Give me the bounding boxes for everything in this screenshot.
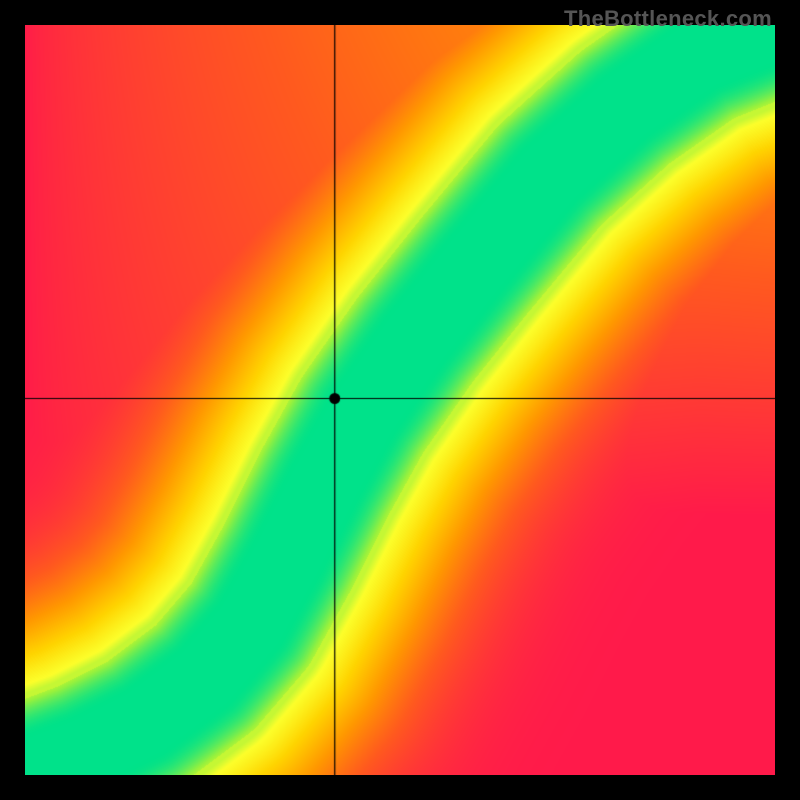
chart-frame: TheBottleneck.com [0,0,800,800]
watermark-text: TheBottleneck.com [564,6,772,32]
plot-area [25,25,775,775]
heatmap-canvas [25,25,775,775]
